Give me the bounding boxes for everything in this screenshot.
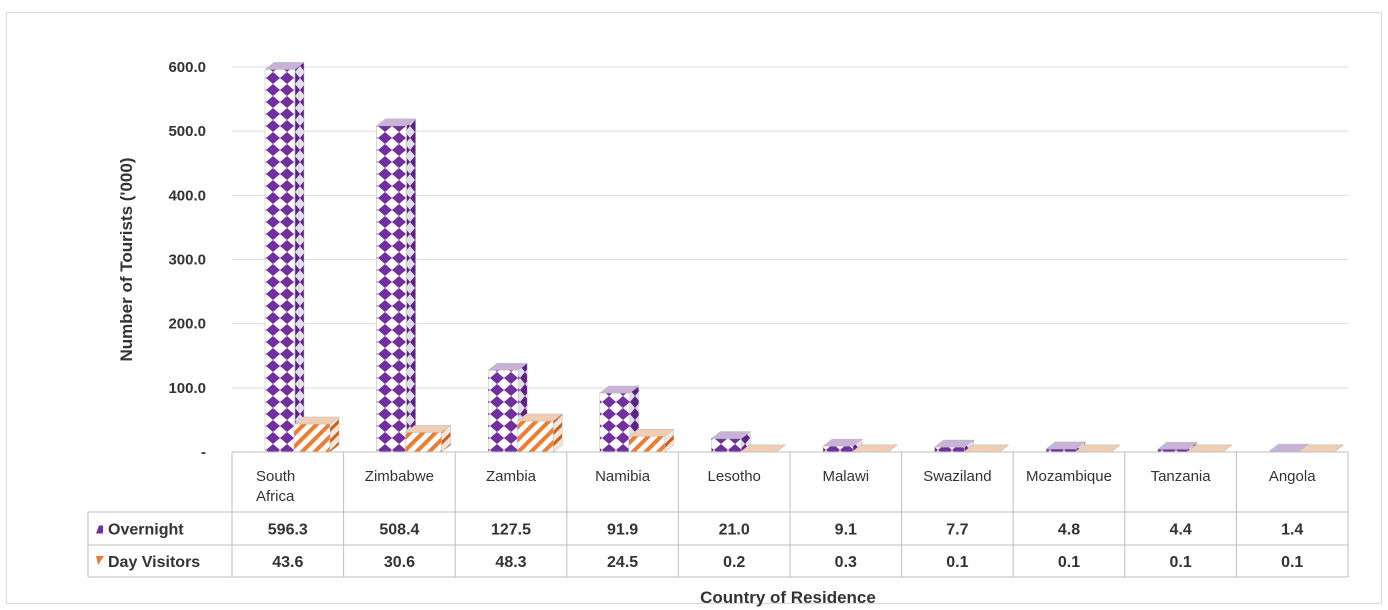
day-visitors-value-cell: 24.5 (607, 554, 638, 571)
overnight-value-cell: 7.7 (946, 522, 968, 539)
overnight-bar-top (487, 362, 528, 371)
day-visitors-bar-front (628, 436, 666, 453)
overnight-bar-front (934, 446, 965, 453)
day-visitors-value-cell: 0.3 (835, 554, 857, 571)
day-visitors-bar-top (628, 429, 675, 437)
day-visitors-bar-top (404, 425, 452, 433)
category-label: Zambia (486, 468, 537, 485)
overnight-bar-top (599, 385, 640, 394)
day-visitors-value-cell: 0.1 (946, 554, 968, 571)
day-visitors-bar-front (293, 423, 331, 453)
day-visitors-legend-key (96, 556, 104, 565)
day-visitors-value-cell: 48.3 (495, 554, 526, 571)
overnight-bar-top (264, 62, 305, 70)
overnight-bar-top (375, 118, 417, 127)
day-visitors-bar (404, 424, 452, 453)
overnight-bar-top (710, 431, 752, 439)
overnight-bar-front (822, 445, 854, 453)
overnight-bar (264, 61, 305, 453)
y-tick-label: 600.0 (168, 59, 206, 76)
overnight-value-cell: 127.5 (491, 522, 531, 539)
overnight-value-cell: 21.0 (719, 522, 750, 539)
y-tick-label: 500.0 (168, 123, 206, 140)
category-label: Tanzania (1151, 468, 1212, 485)
overnight-bar-front (264, 69, 296, 453)
day-visitors-value-cell: 0.2 (723, 554, 745, 571)
day-visitors-value-cell: 0.1 (1169, 554, 1191, 571)
overnight-bar-top (1268, 443, 1310, 452)
overnight-bar-front (376, 125, 407, 453)
overnight-bar-side (294, 61, 305, 453)
overnight-bar-top (1045, 441, 1086, 450)
overnight-value-cell: 1.4 (1281, 522, 1303, 539)
overnight-bar-front (711, 438, 742, 453)
day-visitors-value-cell: 0.1 (1281, 554, 1303, 571)
overnight-value-cell: 508.4 (379, 522, 419, 539)
y-axis-title: Number of Tourists ('000) (117, 158, 136, 362)
y-tick-label: 200.0 (168, 316, 206, 333)
overnight-bar-top (1157, 441, 1198, 450)
category-label: Swaziland (923, 468, 991, 485)
overnight-value-cell: 596.3 (268, 522, 308, 539)
day-visitors-value-cell: 43.6 (272, 554, 303, 571)
overnight-bar (822, 438, 863, 453)
day-visitors-bar (628, 428, 675, 453)
overnight-bar (375, 118, 417, 453)
y-tick-label: 300.0 (168, 252, 206, 269)
overnight-legend-label: Overnight (108, 522, 184, 539)
overnight-value-cell: 4.8 (1058, 522, 1080, 539)
category-label: Zimbabwe (365, 468, 434, 485)
overnight-bar (710, 431, 752, 453)
y-tick-label: 400.0 (168, 187, 206, 204)
y-tick-label: 100.0 (168, 380, 206, 397)
category-label: Africa (256, 488, 295, 505)
category-label: Namibia (595, 468, 651, 485)
overnight-value-cell: 4.4 (1169, 522, 1191, 539)
overnight-value-cell: 91.9 (607, 522, 638, 539)
day-visitors-value-cell: 0.1 (1058, 554, 1080, 571)
overnight-bar-side (406, 118, 416, 453)
overnight-legend-key (96, 525, 103, 534)
day-visitors-bar-front (405, 432, 442, 453)
overnight-bar-front (487, 369, 519, 453)
overnight-value-cell: 9.1 (835, 522, 857, 539)
day-visitors-bar-top (516, 413, 563, 422)
chart-frame (6, 12, 1382, 604)
day-visitors-bar-top (293, 416, 340, 425)
day-visitors-value-cell: 30.6 (384, 554, 415, 571)
category-label: South (256, 468, 295, 485)
category-label: Mozambique (1026, 468, 1112, 485)
overnight-bar-top (933, 439, 975, 448)
y-tick-label: - (201, 444, 206, 461)
day-visitors-bar (293, 416, 340, 453)
category-label: Malawi (822, 468, 869, 485)
overnight-bar-front (599, 392, 631, 453)
day-visitors-legend-label: Day Visitors (108, 554, 200, 571)
day-visitors-bar (516, 413, 563, 453)
category-label: Lesotho (708, 468, 761, 485)
category-label: Angola (1269, 468, 1316, 485)
day-visitors-bar-front (516, 420, 554, 453)
overnight-bar-top (822, 438, 863, 447)
x-axis-title: Country of Residence (700, 588, 876, 607)
